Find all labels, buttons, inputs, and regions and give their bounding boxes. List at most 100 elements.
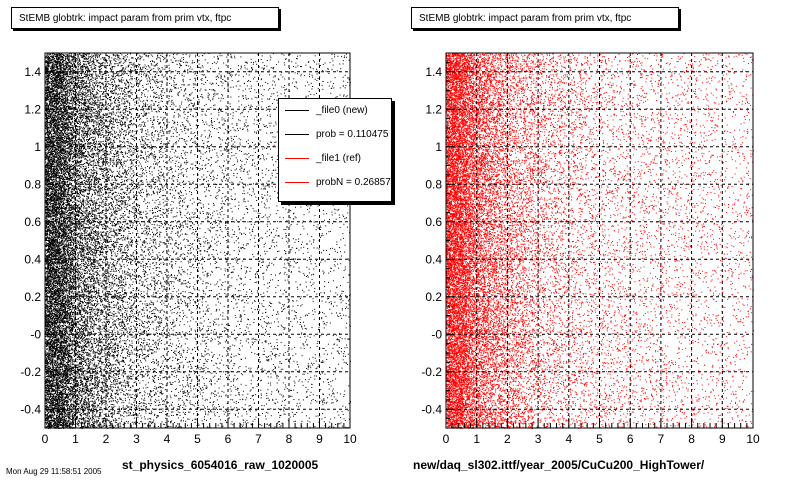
scatter-point — [146, 375, 148, 377]
scatter-point — [68, 271, 70, 273]
scatter-point — [239, 120, 241, 122]
scatter-point — [183, 324, 185, 326]
scatter-point — [267, 382, 269, 384]
scatter-point — [266, 291, 268, 293]
scatter-point — [141, 421, 143, 423]
scatter-point — [151, 210, 153, 211]
scatter-point — [172, 415, 174, 416]
scatter-point — [118, 55, 120, 57]
scatter-point — [251, 195, 253, 197]
scatter-point — [224, 318, 226, 320]
scatter-point — [170, 310, 172, 312]
scatter-point — [284, 404, 286, 406]
scatter-point — [143, 111, 145, 113]
scatter-point — [145, 410, 147, 412]
scatter-point — [130, 244, 132, 246]
scatter-point — [260, 157, 262, 159]
scatter-point — [92, 89, 94, 90]
scatter-point — [178, 197, 180, 199]
scatter-point — [259, 218, 261, 220]
scatter-point — [123, 156, 125, 158]
scatter-point — [256, 353, 258, 355]
scatter-point — [214, 394, 216, 396]
scatter-point — [84, 370, 86, 371]
scatter-point — [78, 120, 80, 122]
scatter-point — [70, 132, 72, 134]
scatter-point — [156, 164, 158, 166]
scatter-point — [219, 53, 221, 55]
scatter-point — [146, 157, 148, 159]
scatter-point — [52, 68, 54, 70]
scatter-point — [309, 281, 311, 283]
scatter-point — [54, 142, 56, 144]
scatter-point — [73, 100, 75, 102]
scatter-point — [289, 249, 291, 251]
scatter-point — [215, 186, 216, 188]
scatter-point — [113, 140, 114, 142]
scatter-point — [92, 309, 94, 311]
scatter-point — [64, 88, 66, 90]
scatter-point — [203, 363, 205, 365]
scatter-point — [96, 251, 97, 253]
scatter-point — [60, 287, 62, 289]
scatter-point — [71, 399, 73, 401]
scatter-point — [103, 274, 104, 276]
scatter-point — [153, 292, 155, 294]
scatter-point — [104, 86, 106, 88]
scatter-point — [86, 188, 88, 190]
scatter-point — [103, 377, 105, 379]
scatter-point — [219, 55, 221, 57]
scatter-point — [177, 232, 179, 234]
scatter-point — [121, 215, 123, 217]
scatter-point — [62, 398, 63, 400]
scatter-point — [86, 102, 88, 104]
scatter-point — [97, 360, 99, 361]
scatter-point — [226, 147, 228, 149]
scatter-point — [132, 393, 134, 395]
scatter-point — [144, 279, 146, 281]
scatter-point — [73, 110, 75, 112]
scatter-point — [321, 233, 323, 235]
scatter-point — [119, 329, 121, 331]
scatter-point — [88, 273, 90, 275]
scatter-point — [153, 79, 154, 81]
scatter-point — [167, 274, 169, 276]
scatter-point — [341, 255, 342, 257]
scatter-point — [116, 424, 118, 426]
scatter-point — [303, 246, 305, 248]
scatter-point — [104, 270, 106, 272]
scatter-point — [343, 95, 345, 97]
scatter-point — [164, 343, 166, 345]
scatter-point — [147, 288, 149, 290]
scatter-point — [55, 404, 57, 406]
scatter-point — [146, 280, 148, 282]
scatter-point — [90, 387, 92, 389]
scatter-point — [307, 389, 309, 391]
scatter-point — [125, 327, 127, 329]
scatter-point — [112, 147, 114, 149]
scatter-point — [192, 299, 194, 301]
scatter-point — [154, 182, 155, 184]
scatter-point — [311, 88, 313, 90]
scatter-point — [72, 112, 74, 114]
scatter-point — [129, 275, 131, 276]
scatter-point — [235, 394, 237, 396]
scatter-point — [195, 343, 197, 345]
scatter-point — [62, 191, 64, 193]
scatter-point — [234, 386, 236, 388]
scatter-point — [179, 138, 180, 140]
scatter-point — [132, 288, 134, 289]
scatter-point — [219, 212, 221, 214]
scatter-point — [98, 362, 100, 364]
scatter-point — [253, 123, 255, 125]
scatter-point — [274, 426, 276, 428]
scatter-point — [140, 246, 142, 248]
scatter-point — [336, 350, 338, 352]
scatter-point — [121, 308, 123, 310]
scatter-point — [108, 112, 110, 114]
scatter-point — [174, 243, 176, 245]
scatter-point — [139, 216, 141, 218]
scatter-point — [263, 300, 265, 301]
scatter-point — [189, 199, 191, 201]
scatter-point — [218, 187, 220, 188]
